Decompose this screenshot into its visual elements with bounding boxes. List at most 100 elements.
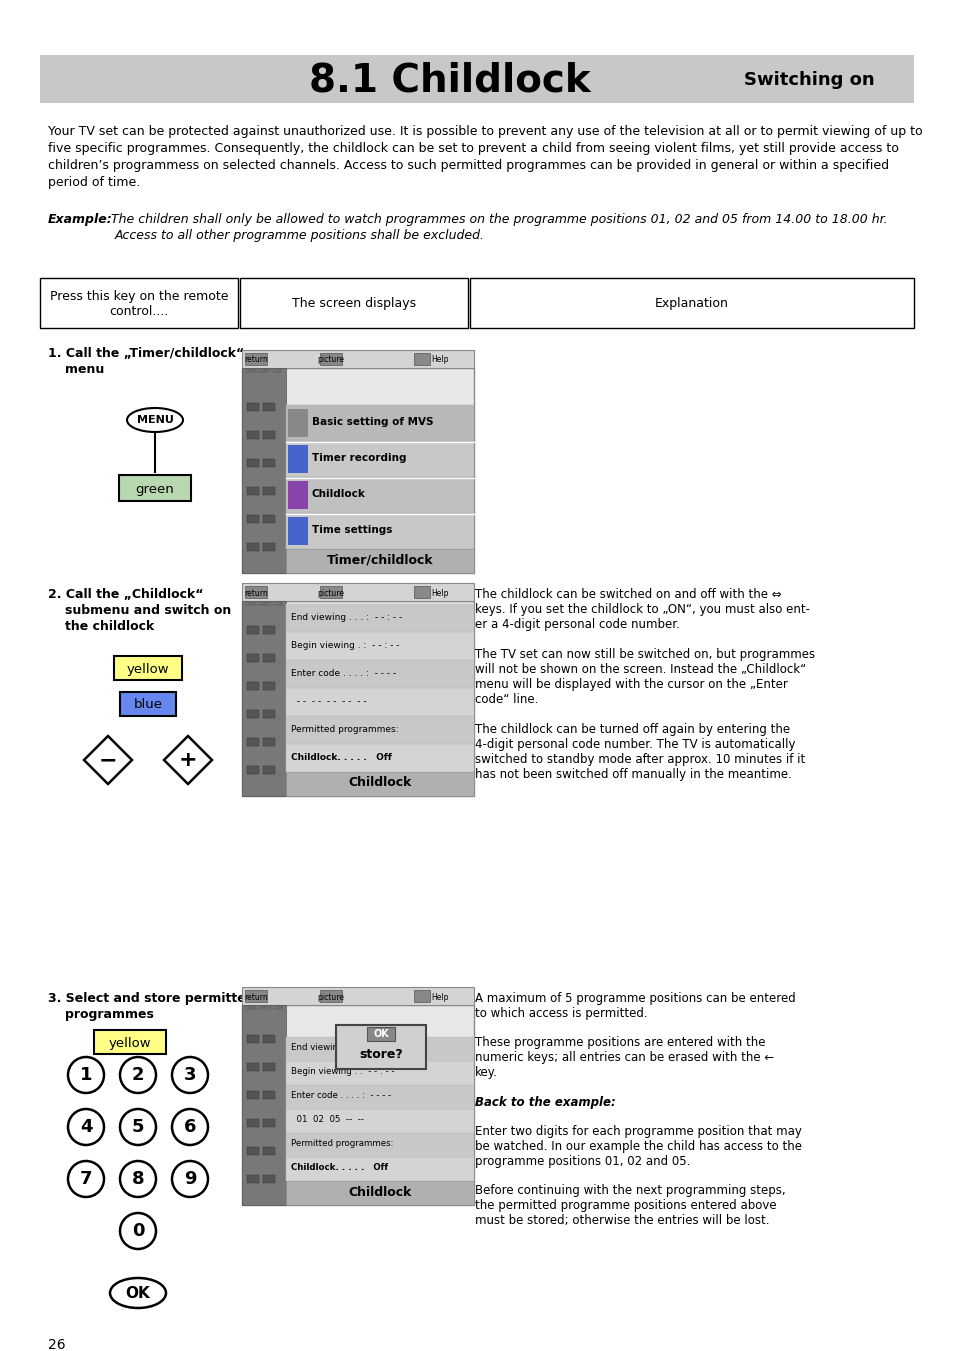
Text: Basic setting of MVS: Basic setting of MVS	[312, 417, 433, 427]
Bar	[263, 515, 274, 523]
Bar	[414, 990, 430, 1002]
Text: Childlock. . . . .   Off: Childlock. . . . . Off	[291, 1163, 388, 1173]
Bar	[240, 278, 468, 328]
Bar	[247, 711, 258, 717]
Text: code“ line.: code“ line.	[475, 693, 537, 707]
Text: 1: 1	[80, 1066, 92, 1084]
Bar	[247, 515, 258, 523]
Circle shape	[68, 1161, 104, 1197]
Text: the childlock: the childlock	[65, 620, 154, 634]
Ellipse shape	[110, 1278, 166, 1308]
Text: MENU: MENU	[136, 415, 173, 426]
Circle shape	[68, 1109, 104, 1146]
Bar	[286, 513, 474, 549]
Bar	[286, 440, 474, 477]
Bar	[247, 1063, 258, 1071]
Text: picture: picture	[317, 355, 344, 365]
Bar	[335, 1025, 426, 1069]
Bar	[242, 1005, 286, 1205]
Bar	[247, 431, 258, 439]
Bar	[242, 601, 286, 796]
Bar	[247, 654, 258, 662]
Text: 3: 3	[184, 1066, 196, 1084]
Text: Timer recording: Timer recording	[312, 453, 406, 463]
Bar	[319, 586, 341, 598]
Text: store?: store?	[358, 1048, 402, 1062]
Text: 6: 6	[184, 1119, 196, 1136]
Circle shape	[172, 1109, 208, 1146]
Bar	[286, 604, 474, 632]
Bar	[263, 543, 274, 551]
Text: blue: blue	[133, 698, 162, 712]
Bar	[288, 409, 308, 436]
Text: er a 4-digit personal code number.: er a 4-digit personal code number.	[475, 617, 679, 631]
Text: will not be shown on the screen. Instead the „Childlock“: will not be shown on the screen. Instead…	[475, 663, 805, 676]
Bar	[242, 367, 286, 573]
Text: Help: Help	[431, 589, 448, 597]
Text: period of time.: period of time.	[48, 176, 140, 189]
Bar	[245, 990, 267, 1002]
Text: 2: 2	[132, 1066, 144, 1084]
Text: Enter two digits for each programme position that may: Enter two digits for each programme posi…	[475, 1125, 801, 1138]
Text: 9: 9	[184, 1170, 196, 1188]
Text: to which access is permitted.: to which access is permitted.	[475, 1006, 647, 1020]
Text: menu will be displayed with the cursor on the „Enter: menu will be displayed with the cursor o…	[475, 678, 787, 690]
Bar	[286, 688, 474, 716]
Text: End viewing . . . :  - - : - -: End viewing . . . : - - : - -	[291, 612, 402, 621]
Text: 4: 4	[80, 1119, 92, 1136]
Text: return: return	[244, 993, 268, 1001]
Text: Begin viewing . :  - - : - -: Begin viewing . : - - : - -	[291, 1067, 395, 1077]
Text: return: return	[244, 355, 268, 365]
Text: A maximum of 5 programme positions can be entered: A maximum of 5 programme positions can b…	[475, 992, 795, 1005]
Text: Time settings: Time settings	[312, 526, 392, 535]
Text: The childlock can be switched on and off with the ⇔: The childlock can be switched on and off…	[475, 588, 781, 601]
Bar	[247, 486, 258, 494]
Text: The screen displays: The screen displays	[292, 297, 416, 311]
Text: The childlock can be turned off again by entering the: The childlock can be turned off again by…	[475, 723, 789, 736]
Bar	[247, 1175, 258, 1183]
Text: menu: menu	[65, 363, 104, 376]
Bar	[286, 1181, 474, 1205]
Bar	[286, 632, 474, 661]
Text: Before continuing with the next programming steps,: Before continuing with the next programm…	[475, 1185, 785, 1197]
Text: 4-digit personal code number. The TV is automatically: 4-digit personal code number. The TV is …	[475, 738, 795, 751]
Text: Childlock. . . . .   Off: Childlock. . . . . Off	[291, 753, 392, 762]
Text: yellow: yellow	[127, 662, 169, 676]
Bar	[40, 278, 237, 328]
Bar	[242, 988, 474, 1005]
Text: 8: 8	[132, 1170, 144, 1188]
Bar	[263, 766, 274, 774]
Text: OK: OK	[373, 1029, 389, 1039]
Circle shape	[68, 1056, 104, 1093]
Bar	[263, 626, 274, 634]
Bar	[263, 1063, 274, 1071]
Bar	[286, 1038, 474, 1061]
Bar	[263, 654, 274, 662]
Bar	[242, 1005, 474, 1205]
Bar	[242, 601, 474, 796]
Text: Enter code . . . . :  - - - -: Enter code . . . . : - - - -	[291, 1092, 391, 1101]
Text: keys. If you set the childlock to „ON“, you must also ent-: keys. If you set the childlock to „ON“, …	[475, 603, 809, 616]
Text: These programme positions are entered with the: These programme positions are entered wi…	[475, 1036, 764, 1050]
Ellipse shape	[127, 408, 183, 432]
Bar	[286, 1133, 474, 1156]
Text: Help: Help	[431, 355, 448, 365]
Bar	[286, 771, 474, 796]
Bar	[247, 738, 258, 746]
Bar	[286, 1156, 474, 1181]
Text: Timer/childlock: Timer/childlock	[326, 554, 433, 566]
Text: numeric keys; all entries can be erased with the ←: numeric keys; all entries can be erased …	[475, 1051, 774, 1065]
Bar	[263, 711, 274, 717]
Bar	[247, 682, 258, 690]
Text: Help: Help	[431, 993, 448, 1001]
Text: - -  - -  - -  - -  - -: - - - - - - - - - -	[291, 697, 366, 705]
Text: G98-08F-GB: G98-08F-GB	[245, 369, 283, 374]
Bar	[263, 403, 274, 411]
Bar	[94, 1029, 166, 1054]
Text: Your TV set can be protected against unauthorized use. It is possible to prevent: Your TV set can be protected against una…	[48, 126, 922, 138]
Text: 2. Call the „Childlock“: 2. Call the „Childlock“	[48, 588, 203, 601]
Text: Explanation: Explanation	[655, 297, 728, 311]
Text: +: +	[178, 750, 197, 770]
Bar	[286, 1109, 474, 1133]
Circle shape	[120, 1109, 156, 1146]
